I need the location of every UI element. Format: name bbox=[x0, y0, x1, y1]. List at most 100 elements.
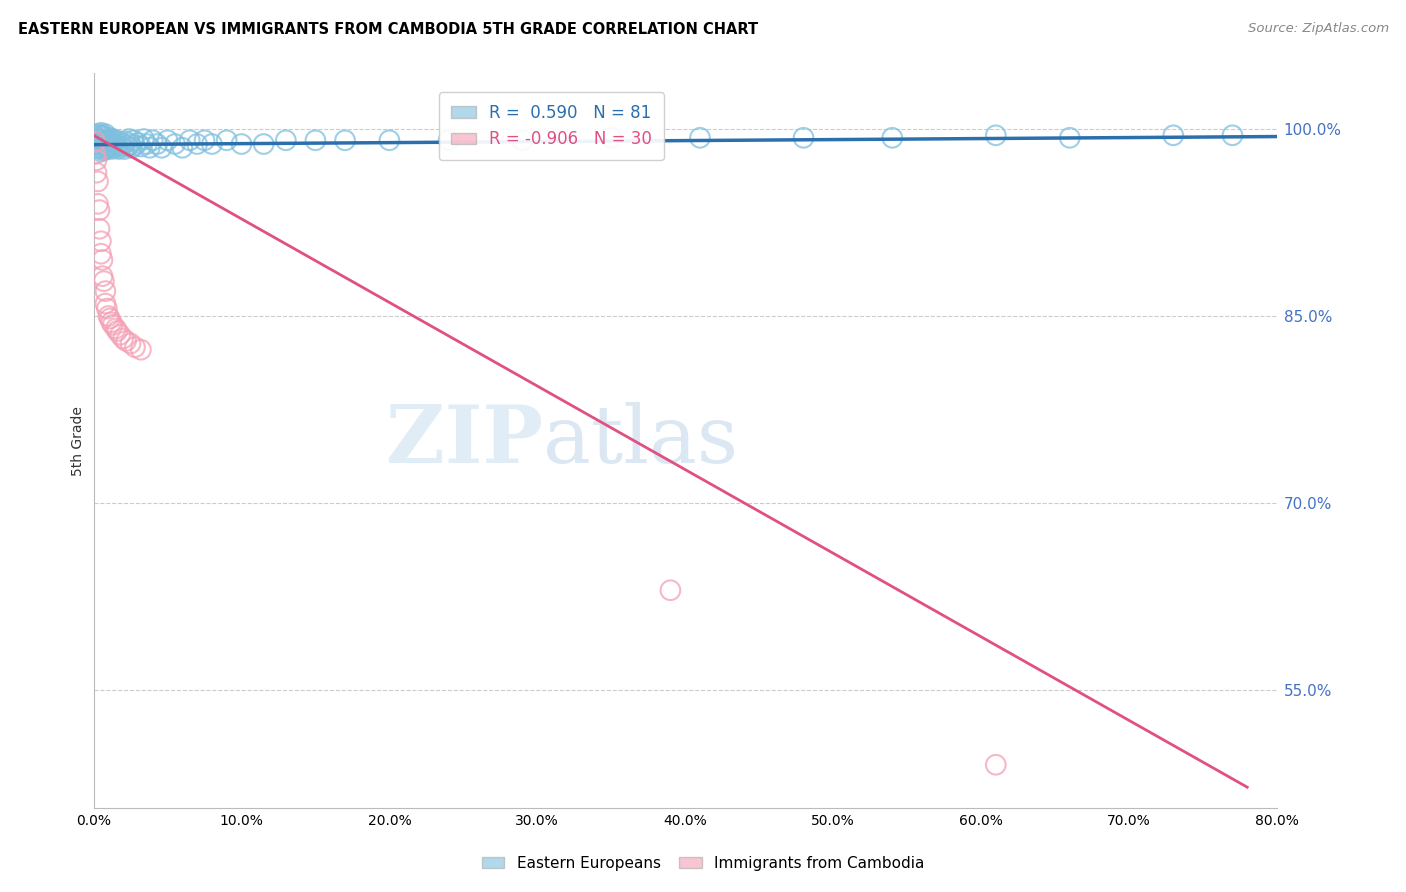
Point bbox=[87, 133, 110, 147]
Legend: R =  0.590   N = 81, R = -0.906   N = 30: R = 0.590 N = 81, R = -0.906 N = 30 bbox=[439, 93, 664, 160]
Point bbox=[87, 174, 110, 188]
Point bbox=[163, 136, 186, 151]
Point bbox=[91, 269, 114, 284]
Point bbox=[94, 133, 117, 147]
Point bbox=[150, 141, 173, 155]
Point bbox=[86, 130, 108, 145]
Point bbox=[333, 133, 356, 147]
Point bbox=[105, 324, 128, 338]
Point bbox=[86, 166, 108, 180]
Point bbox=[94, 127, 117, 141]
Point bbox=[101, 132, 124, 146]
Point bbox=[84, 135, 107, 149]
Point bbox=[117, 139, 139, 153]
Point bbox=[132, 132, 155, 146]
Point bbox=[253, 136, 276, 151]
Point bbox=[86, 153, 108, 168]
Point bbox=[274, 133, 297, 147]
Point bbox=[90, 246, 112, 260]
Point bbox=[93, 129, 115, 144]
Point bbox=[84, 147, 107, 161]
Point bbox=[100, 315, 122, 329]
Point bbox=[600, 130, 623, 145]
Point bbox=[90, 145, 112, 159]
Point bbox=[437, 133, 460, 147]
Point bbox=[87, 127, 110, 141]
Point bbox=[114, 142, 136, 156]
Point bbox=[108, 327, 131, 342]
Point bbox=[91, 252, 114, 267]
Point bbox=[115, 334, 138, 348]
Point bbox=[112, 331, 135, 345]
Point bbox=[93, 136, 115, 150]
Point bbox=[91, 128, 114, 143]
Point bbox=[94, 139, 117, 153]
Text: Source: ZipAtlas.com: Source: ZipAtlas.com bbox=[1249, 22, 1389, 36]
Point bbox=[122, 133, 145, 147]
Legend: Eastern Europeans, Immigrants from Cambodia: Eastern Europeans, Immigrants from Cambo… bbox=[475, 850, 931, 877]
Point bbox=[186, 136, 208, 151]
Point bbox=[94, 296, 117, 310]
Point bbox=[98, 138, 121, 153]
Point bbox=[89, 135, 111, 149]
Point bbox=[91, 141, 114, 155]
Point bbox=[107, 142, 129, 156]
Point bbox=[984, 128, 1007, 143]
Point bbox=[112, 136, 135, 151]
Point bbox=[118, 132, 141, 146]
Point bbox=[104, 321, 127, 335]
Point bbox=[124, 138, 146, 153]
Point bbox=[84, 135, 107, 149]
Point bbox=[115, 135, 138, 149]
Point bbox=[120, 336, 142, 351]
Text: ZIP: ZIP bbox=[387, 401, 543, 480]
Point bbox=[378, 133, 401, 147]
Point bbox=[215, 133, 238, 147]
Point bbox=[793, 130, 815, 145]
Point bbox=[93, 143, 115, 157]
Point bbox=[984, 757, 1007, 772]
Point bbox=[89, 128, 111, 143]
Point bbox=[108, 135, 131, 149]
Point bbox=[96, 135, 118, 149]
Point bbox=[86, 136, 108, 151]
Point bbox=[89, 203, 111, 218]
Point bbox=[90, 126, 112, 140]
Point bbox=[104, 133, 127, 147]
Point bbox=[135, 136, 157, 151]
Point bbox=[89, 142, 111, 156]
Point bbox=[101, 318, 124, 332]
Point bbox=[89, 221, 111, 235]
Point bbox=[120, 136, 142, 151]
Point bbox=[139, 141, 162, 155]
Point bbox=[100, 135, 122, 149]
Point bbox=[1163, 128, 1185, 143]
Point bbox=[101, 139, 124, 153]
Point bbox=[98, 311, 121, 326]
Text: EASTERN EUROPEAN VS IMMIGRANTS FROM CAMBODIA 5TH GRADE CORRELATION CHART: EASTERN EUROPEAN VS IMMIGRANTS FROM CAMB… bbox=[18, 22, 758, 37]
Point bbox=[659, 583, 682, 598]
Point bbox=[87, 197, 110, 211]
Point bbox=[104, 141, 127, 155]
Text: atlas: atlas bbox=[543, 401, 738, 480]
Point bbox=[90, 138, 112, 153]
Y-axis label: 5th Grade: 5th Grade bbox=[72, 406, 86, 475]
Point bbox=[111, 139, 134, 153]
Point bbox=[129, 343, 152, 357]
Point bbox=[97, 309, 120, 323]
Point bbox=[96, 142, 118, 156]
Point bbox=[129, 139, 152, 153]
Point bbox=[512, 133, 534, 147]
Point bbox=[105, 138, 128, 153]
Point bbox=[882, 130, 904, 145]
Point bbox=[91, 135, 114, 149]
Point bbox=[193, 133, 215, 147]
Point bbox=[201, 136, 224, 151]
Point bbox=[142, 133, 165, 147]
Point bbox=[172, 141, 194, 155]
Point bbox=[127, 136, 149, 150]
Point bbox=[1222, 128, 1244, 143]
Point bbox=[146, 136, 169, 151]
Point bbox=[87, 141, 110, 155]
Point bbox=[94, 284, 117, 298]
